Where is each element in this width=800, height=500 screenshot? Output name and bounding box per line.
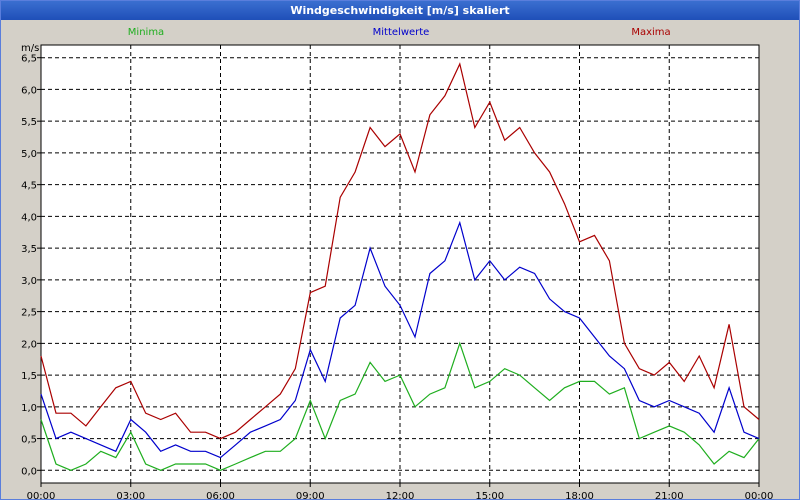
series-line-minima [40,341,760,471]
x-tick-time: 18:00 [565,491,594,499]
y-tick-label: 1,5 [21,371,37,382]
series-lines [40,62,760,471]
y-tick-label: 5,0 [21,149,37,160]
y-axis-label: m/s [21,43,39,54]
y-tick-label: 2,0 [21,339,37,350]
x-tick-time: 12:00 [386,491,415,499]
chart-title: Windgeschwindigkeit [m/s] skaliert [1,1,799,20]
y-tick-label: 1,0 [21,403,37,414]
x-tick-time: 09:00 [296,491,325,499]
y-tick-label: 6,0 [21,85,37,96]
y-tick-label: 6,5 [21,54,37,65]
y-tick-label: 4,5 [21,181,37,192]
y-tick-label: 3,0 [21,276,37,287]
y-tick-label: 3,5 [21,244,37,255]
x-tick-time: 03:00 [116,491,145,499]
y-tick-label: 5,5 [21,117,37,128]
y-tick-label: 0,0 [21,466,37,477]
legend-mittelwerte: Mittelwerte [373,27,430,38]
x-tick-time: 21:00 [655,491,684,499]
legend-minima: Minima [128,27,164,38]
legend-maxima: Maxima [631,27,670,38]
y-tick-label: 4,0 [21,212,37,223]
x-tick-time: 00:00 [745,491,774,499]
y-tick-label: 0,5 [21,435,37,446]
chart-canvas: m/s 0,0 0,5 1,0 1,5 2,0 2,5 3,0 3,5 4,0 4,5 5,0 5,5… [21,27,774,499]
x-axis: 00:0019.04.1103:0019.04.1106:0019.04.110… [27,483,774,499]
series-line-mittelwerte [40,220,760,459]
x-tick-time: 00:00 [27,491,56,499]
y-tick-label: 2,5 [21,308,37,319]
y-axis: m/s 0,0 0,5 1,0 1,5 2,0 2,5 3,0 3,5 4,0 4,5 5,0 5,5… [21,43,41,477]
grid [41,45,759,483]
series-line-maxima [40,62,760,440]
x-tick-time: 06:00 [206,491,235,499]
legend: Minima Mittelwerte Maxima [128,27,671,38]
x-tick-time: 15:00 [475,491,504,499]
